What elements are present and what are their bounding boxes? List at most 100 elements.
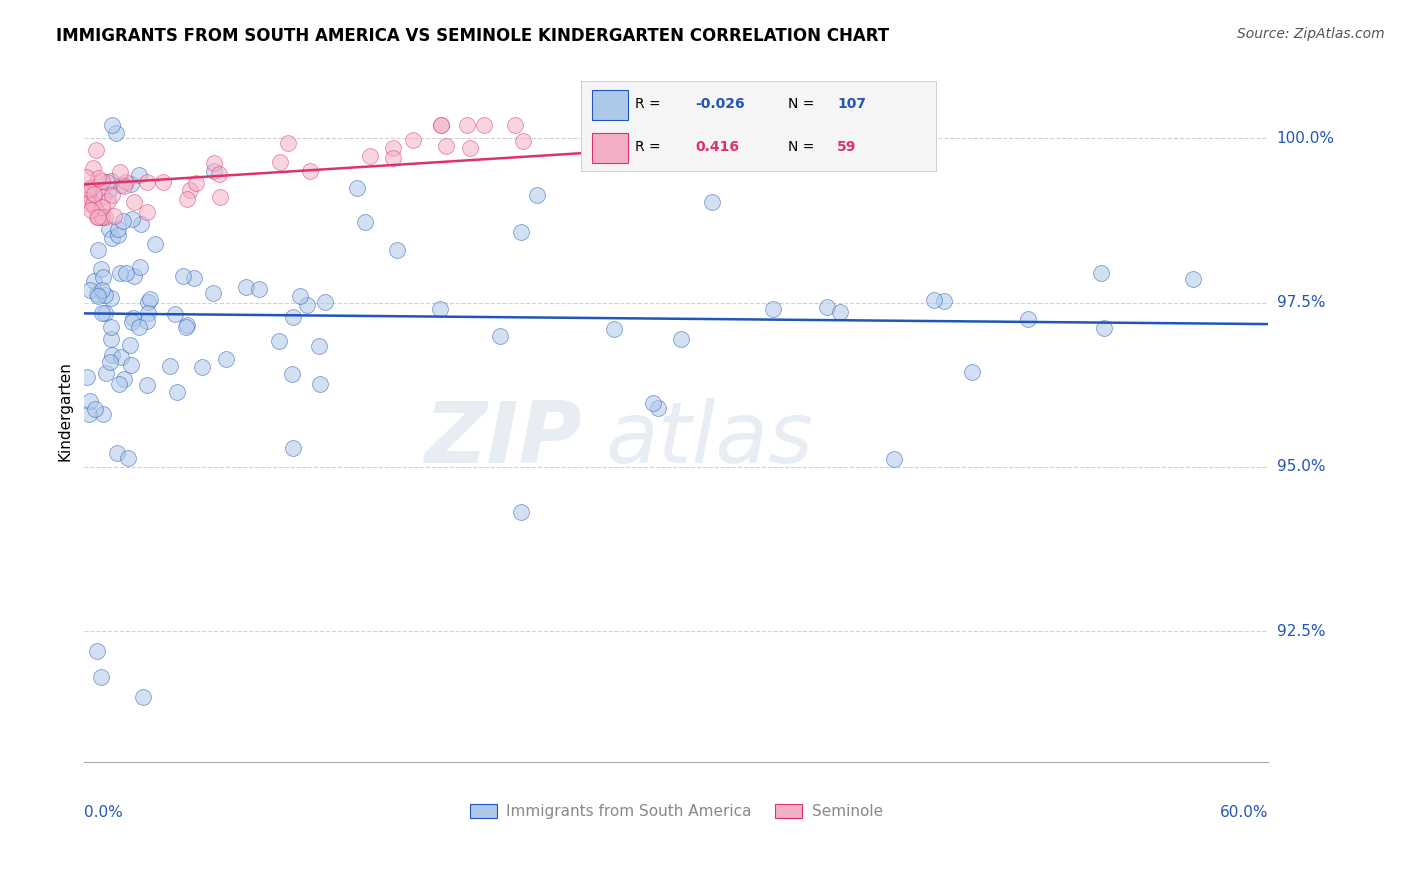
Point	[281, 367, 304, 381]
Point	[122, 194, 145, 209]
Point	[201, 286, 224, 301]
Point	[208, 167, 231, 181]
Point	[139, 292, 162, 306]
Point	[129, 260, 152, 274]
Point	[101, 118, 124, 132]
Point	[346, 180, 368, 194]
Point	[176, 192, 198, 206]
Point	[298, 164, 321, 178]
Point	[98, 222, 121, 236]
Point	[166, 384, 188, 399]
Point	[91, 270, 114, 285]
Point	[100, 188, 122, 202]
Point	[108, 376, 131, 391]
Point	[136, 314, 159, 328]
Point	[77, 186, 100, 200]
Point	[76, 195, 98, 210]
Point	[381, 151, 404, 165]
Point	[458, 140, 481, 154]
Point	[105, 126, 128, 140]
Text: 60.0%: 60.0%	[1220, 805, 1268, 820]
Point	[434, 139, 457, 153]
Point	[354, 215, 377, 229]
Point	[91, 173, 114, 187]
Point	[1092, 321, 1115, 335]
Point	[94, 366, 117, 380]
Point	[472, 118, 495, 132]
Point	[643, 396, 665, 410]
Point	[77, 188, 100, 202]
Point	[110, 350, 132, 364]
Point	[96, 175, 118, 189]
Text: 0.0%: 0.0%	[84, 805, 122, 820]
Point	[108, 266, 131, 280]
Text: atlas: atlas	[605, 398, 813, 481]
Point	[87, 243, 110, 257]
Point	[509, 226, 531, 240]
Point	[90, 211, 112, 225]
Point	[762, 301, 785, 316]
Point	[76, 369, 98, 384]
Point	[83, 274, 105, 288]
Point	[456, 118, 478, 132]
Point	[960, 366, 983, 380]
Point	[83, 186, 105, 201]
Point	[512, 134, 534, 148]
Point	[718, 118, 741, 132]
Point	[152, 175, 174, 189]
Point	[828, 305, 851, 319]
Point	[83, 201, 105, 215]
Point	[922, 293, 945, 308]
Point	[136, 204, 159, 219]
Point	[83, 402, 105, 417]
Point	[1181, 271, 1204, 285]
Point	[111, 213, 134, 227]
Point	[202, 156, 225, 170]
Point	[883, 452, 905, 467]
Point	[934, 293, 956, 308]
Point	[359, 148, 381, 162]
Point	[815, 300, 838, 314]
Point	[94, 211, 117, 225]
Point	[1090, 266, 1112, 280]
Point	[129, 217, 152, 231]
Point	[269, 155, 291, 169]
Point	[176, 318, 198, 333]
Point	[77, 182, 100, 196]
Point	[526, 188, 548, 202]
Point	[309, 377, 332, 392]
Text: IMMIGRANTS FROM SOUTH AMERICA VS SEMINOLE KINDERGARTEN CORRELATION CHART: IMMIGRANTS FROM SOUTH AMERICA VS SEMINOL…	[56, 27, 890, 45]
Point	[122, 311, 145, 326]
Point	[135, 378, 157, 392]
Point	[105, 446, 128, 460]
Point	[100, 332, 122, 346]
Point	[179, 182, 201, 196]
Point	[107, 227, 129, 242]
Point	[89, 211, 111, 225]
Point	[747, 118, 769, 132]
Point	[87, 288, 110, 302]
Text: 97.5%: 97.5%	[1277, 295, 1326, 310]
Point	[681, 118, 703, 132]
Point	[120, 177, 142, 191]
Point	[86, 287, 108, 301]
Point	[82, 179, 104, 194]
Point	[209, 190, 232, 204]
Point	[186, 176, 208, 190]
Point	[281, 310, 304, 325]
Text: 92.5%: 92.5%	[1277, 624, 1326, 639]
Point	[136, 175, 159, 189]
Point	[714, 118, 737, 132]
Point	[295, 298, 318, 312]
Point	[115, 266, 138, 280]
Point	[87, 170, 110, 185]
Point	[489, 328, 512, 343]
Point	[101, 348, 124, 362]
Point	[93, 288, 115, 302]
Point	[75, 170, 97, 185]
Point	[91, 306, 114, 320]
Point	[138, 295, 160, 310]
Point	[202, 163, 225, 178]
Point	[122, 269, 145, 284]
Point	[82, 197, 104, 211]
